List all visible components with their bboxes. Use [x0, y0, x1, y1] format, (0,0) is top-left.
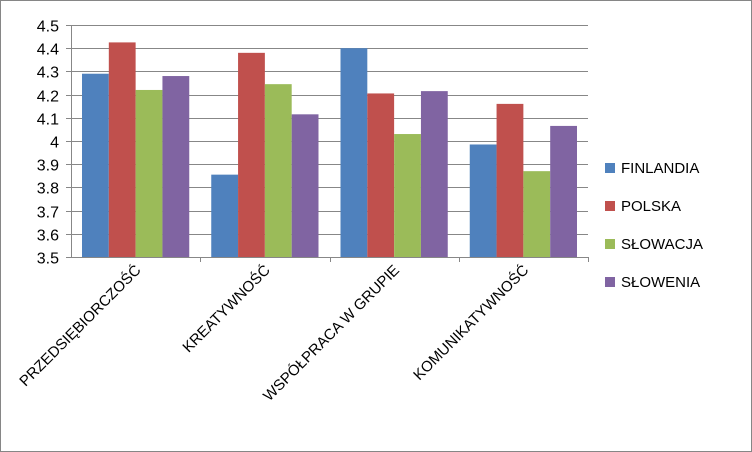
y-tick-label: 4.2 [37, 89, 59, 106]
bar-polska-3 [367, 93, 395, 257]
category-label: PRZEDSIĘBIORCZOŚĆ [16, 261, 145, 390]
axes [66, 25, 589, 262]
bar-finlandia-1 [82, 73, 109, 257]
bar-finlandia-3 [340, 48, 368, 258]
y-tick-label: 4.1 [37, 112, 59, 129]
y-tick-label: 3.9 [37, 158, 59, 175]
legend-label: SŁOWACJA [621, 236, 703, 253]
bar-polska-4 [496, 103, 524, 257]
legend-swatch-słowenia [605, 277, 615, 287]
legend-label: FINLANDIA [621, 160, 699, 177]
bar-słowenia-1 [162, 76, 190, 257]
bar-słowacja-4 [523, 171, 551, 257]
bar-słowenia-3 [420, 91, 448, 258]
y-tick-label: 3.8 [37, 181, 59, 198]
category-label: WSPÓŁPRACA W GRUPIE [260, 262, 403, 405]
legend-label: POLSKA [621, 198, 681, 215]
bar-słowenia-2 [291, 114, 319, 257]
bar-polska-1 [108, 42, 136, 258]
bar-słowacja-1 [135, 89, 163, 258]
legend-label: SŁOWENIA [621, 274, 700, 291]
bar-finlandia-4 [469, 144, 497, 257]
legend: FINLANDIA POLSKA SŁOWACJA SŁOWENIA [605, 160, 703, 291]
y-tick-label: 3.7 [37, 205, 59, 222]
bar-słowenia-4 [550, 125, 577, 257]
legend-swatch-słowacja [605, 239, 615, 249]
bar-słowacja-2 [264, 84, 292, 257]
bars [82, 42, 577, 258]
bar-słowacja-3 [394, 134, 421, 257]
y-tick-labels: 3.5 3.6 3.7 3.8 3.9 4 4.1 4.2 4.3 4.4 4.5 [37, 19, 59, 268]
y-tick-label: 3.6 [37, 228, 59, 245]
category-label: KOMUNIKATYWNOŚĆ [409, 261, 532, 384]
y-tick-label: 4.4 [37, 42, 59, 59]
legend-swatch-finlandia [605, 163, 615, 173]
bar-finlandia-2 [211, 174, 239, 257]
y-tick-label: 3.5 [37, 251, 59, 268]
y-tick-label: 4.5 [37, 19, 59, 36]
category-label: KREATYWNOŚĆ [179, 261, 274, 356]
bar-polska-2 [238, 52, 265, 258]
y-tick-label: 4 [50, 135, 59, 152]
y-tick-label: 4.3 [37, 65, 59, 82]
legend-swatch-polska [605, 201, 615, 211]
